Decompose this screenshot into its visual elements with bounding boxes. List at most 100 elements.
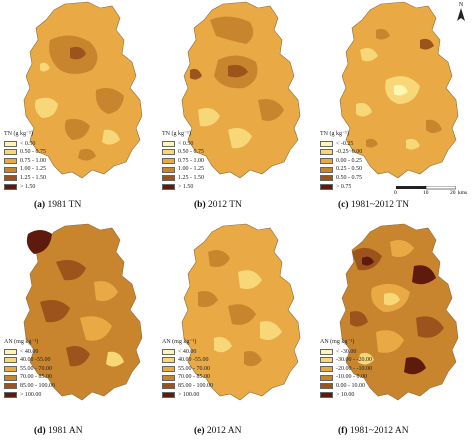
legend-swatch bbox=[320, 348, 333, 355]
legend-label: 0.50 - 0.75 bbox=[336, 174, 362, 181]
scale-bar: 0 10 20 kms bbox=[392, 186, 472, 198]
legend-swatch bbox=[162, 183, 175, 190]
legend-label: 40.00 -55.00 bbox=[178, 357, 209, 364]
legend-swatch bbox=[4, 158, 17, 165]
map-1981-an bbox=[23, 223, 143, 401]
legend-swatch bbox=[4, 348, 17, 355]
legend-label: > 100.00 bbox=[20, 391, 42, 398]
legend-label: < 40.00 bbox=[178, 348, 197, 355]
panel-caption: (c) 1981~2012 TN bbox=[338, 200, 409, 210]
legend-swatch bbox=[320, 366, 333, 373]
panel-letter: (f) bbox=[338, 426, 348, 436]
legend-swatch bbox=[162, 175, 175, 182]
map-1981-tn bbox=[23, 1, 143, 179]
legend-title: TN (g kg⁻¹) bbox=[162, 131, 191, 137]
scale-tick-10: 10 bbox=[423, 190, 429, 196]
legend: AN (mg kg⁻¹) < 40.00 40.00 -55.00 55.00 … bbox=[162, 338, 213, 399]
legend-swatch bbox=[162, 383, 175, 390]
legend-label: > 1.50 bbox=[178, 183, 194, 190]
panel-letter: (c) bbox=[338, 200, 349, 210]
legend-swatch bbox=[320, 391, 333, 398]
panel-a-1981-tn: TN (g kg⁻¹) < 0.50 0.50 - 0.75 0.75 - 1.… bbox=[0, 0, 158, 221]
legend-swatch bbox=[162, 140, 175, 147]
map-1981-2012-an bbox=[339, 223, 459, 401]
panel-c-1981-2012-tn: TN (g kg⁻¹) < -0.25 -0.25~0.00 0.00 - 0.… bbox=[316, 0, 474, 221]
legend-label: < 0.50 bbox=[178, 140, 194, 147]
legend-label: 1.00 - 1.25 bbox=[20, 166, 46, 173]
north-arrow: N bbox=[454, 2, 468, 24]
panel-caption: (a) 1981 TN bbox=[34, 200, 81, 210]
legend-label: > 1.50 bbox=[20, 183, 36, 190]
legend-swatch bbox=[4, 391, 17, 398]
panel-title: 1981~2012 TN bbox=[350, 200, 409, 210]
legend-label: > 100.00 bbox=[178, 391, 200, 398]
legend-label: > 0.75 bbox=[336, 183, 352, 190]
panel-caption: (f) 1981~2012 AN bbox=[338, 426, 409, 436]
panel-letter: (e) bbox=[194, 426, 205, 436]
panel-caption: (b) 2012 TN bbox=[194, 200, 242, 210]
north-label: N bbox=[458, 2, 464, 8]
legend-title: AN (mg kg⁻¹) bbox=[4, 339, 39, 345]
panel-letter: (a) bbox=[34, 200, 46, 210]
legend-swatch bbox=[4, 140, 17, 147]
legend-swatch bbox=[320, 140, 333, 147]
legend: TN (g kg⁻¹) < 0.50 0.50 - 0.75 0.75 - 1.… bbox=[4, 130, 46, 191]
legend-swatch bbox=[162, 166, 175, 173]
legend-swatch bbox=[162, 391, 175, 398]
legend-title: AN (mg kg⁻¹) bbox=[162, 339, 197, 345]
legend-swatch bbox=[320, 175, 333, 182]
legend-swatch bbox=[162, 357, 175, 364]
legend-label: < 0.50 bbox=[20, 140, 36, 147]
map-1981-2012-tn bbox=[339, 1, 459, 179]
legend-title: TN (g kg⁻¹) bbox=[320, 131, 349, 137]
legend-label: 70.00 - 85.00 bbox=[20, 374, 52, 381]
legend-label: 1.00 - 1.25 bbox=[178, 166, 204, 173]
legend-label: 85.00 - 100.00 bbox=[20, 382, 55, 389]
legend-label: 55.00 - 70.00 bbox=[178, 365, 210, 372]
legend-swatch bbox=[162, 149, 175, 156]
legend-label: 1.25 - 1.50 bbox=[20, 174, 46, 181]
legend: TN (g kg⁻¹) < 0.50 0.50 - 0.75 0.75 - 1.… bbox=[162, 130, 204, 191]
legend-label: 1.25 - 1.50 bbox=[178, 174, 204, 181]
legend-label: -20.00 - -10.00 bbox=[336, 365, 372, 372]
legend-label: < -30.00 bbox=[336, 348, 357, 355]
legend-title: AN (mg kg⁻¹) bbox=[320, 339, 355, 345]
legend-label: < 40.00 bbox=[20, 348, 39, 355]
scale-unit: kms bbox=[458, 190, 468, 196]
panel-f-1981-2012-an: AN (mg kg⁻¹) < -30.00 -30.00 - -20.00 -2… bbox=[316, 222, 474, 443]
legend-label: 0.75 - 1.00 bbox=[20, 157, 46, 164]
legend-title: TN (g kg⁻¹) bbox=[4, 131, 33, 137]
legend-label: -10.00 - 0.00 bbox=[336, 374, 367, 381]
panel-letter: (b) bbox=[194, 200, 206, 210]
legend-swatch bbox=[4, 357, 17, 364]
scale-bar-graphic bbox=[396, 186, 456, 190]
legend-label: 70.00 - 85.00 bbox=[178, 374, 210, 381]
map-2012-an bbox=[181, 223, 301, 401]
legend-label: 0.50 - 0.75 bbox=[178, 149, 204, 156]
panel-title: 1981~2012 AN bbox=[349, 426, 409, 436]
scale-tick-0: 0 bbox=[394, 190, 397, 196]
legend-swatch bbox=[320, 183, 333, 190]
legend-swatch bbox=[320, 149, 333, 156]
panel-e-2012-an: AN (mg kg⁻¹) < 40.00 40.00 -55.00 55.00 … bbox=[158, 222, 316, 443]
legend-swatch bbox=[4, 149, 17, 156]
map-2012-tn bbox=[181, 1, 301, 179]
legend-swatch bbox=[4, 374, 17, 381]
legend-label: 0.75 - 1.00 bbox=[178, 157, 204, 164]
legend-swatch bbox=[162, 366, 175, 373]
legend: AN (mg kg⁻¹) < 40.00 40.00 -55.00 55.00 … bbox=[4, 338, 55, 399]
legend-label: 0.00 - 0.25 bbox=[336, 157, 362, 164]
legend-swatch bbox=[320, 166, 333, 173]
legend-swatch bbox=[320, 158, 333, 165]
legend-swatch bbox=[4, 383, 17, 390]
panel-caption: (d) 1981 AN bbox=[34, 426, 83, 436]
legend-label: > 10.00 bbox=[336, 391, 355, 398]
legend-swatch bbox=[4, 166, 17, 173]
legend-label: 0.25 - 0.50 bbox=[336, 166, 362, 173]
legend-label: 40.00 -55.00 bbox=[20, 357, 51, 364]
legend-label: < -0.25 bbox=[336, 140, 354, 147]
legend-swatch bbox=[4, 183, 17, 190]
panel-d-1981-an: AN (mg kg⁻¹) < 40.00 40.00 -55.00 55.00 … bbox=[0, 222, 158, 443]
legend-swatch bbox=[162, 374, 175, 381]
legend-label: -30.00 - -20.00 bbox=[336, 357, 372, 364]
